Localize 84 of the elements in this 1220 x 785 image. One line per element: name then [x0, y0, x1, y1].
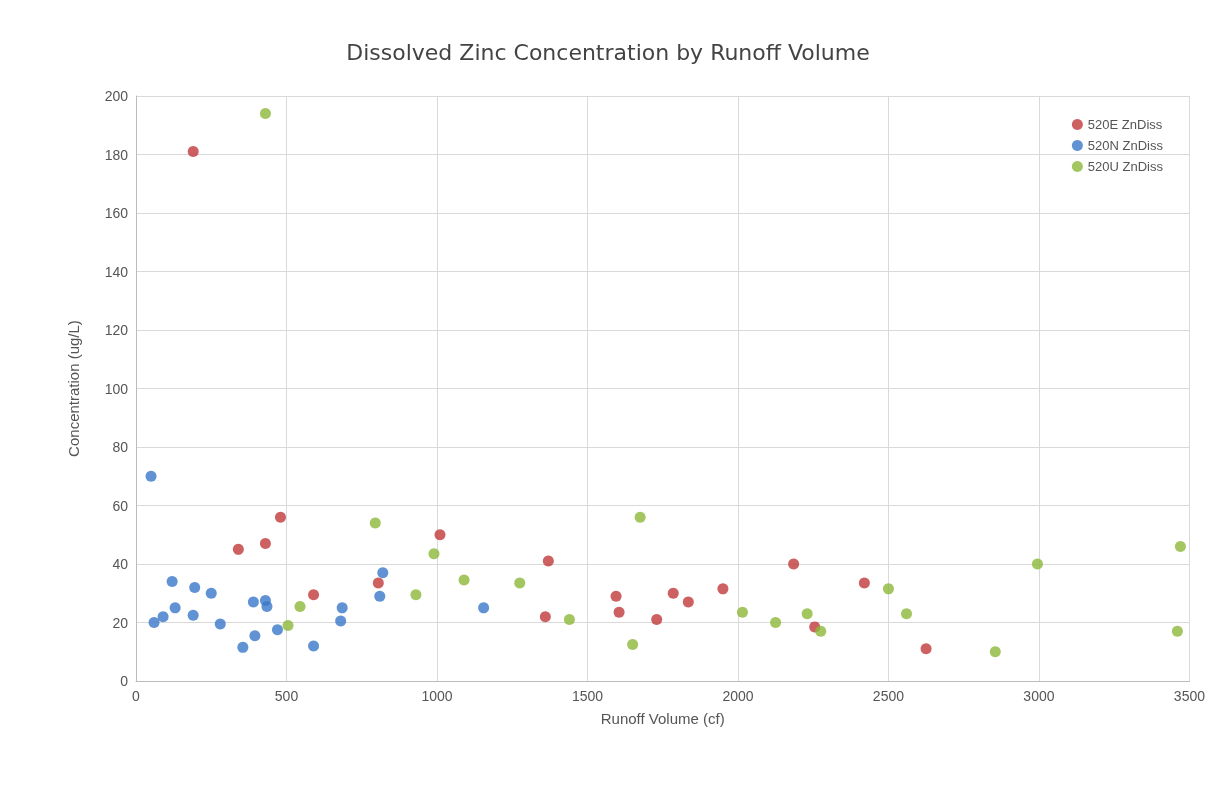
point	[261, 600, 273, 612]
point	[308, 589, 320, 601]
y-axis-title: Concentration (ug/L)	[65, 320, 82, 457]
point	[1031, 558, 1043, 570]
point	[1171, 625, 1183, 637]
point	[271, 624, 283, 636]
point	[247, 596, 259, 608]
point	[514, 577, 526, 589]
point	[410, 589, 422, 601]
point	[294, 600, 306, 612]
y-tick-label: 0	[120, 673, 129, 689]
point	[634, 511, 646, 523]
point	[372, 577, 384, 589]
chart-title: Dissolved Zinc Concentration by Runoff Volume	[346, 39, 870, 65]
x-tick-label: 500	[274, 688, 299, 704]
point	[145, 470, 157, 482]
point	[434, 529, 446, 541]
point	[232, 543, 244, 555]
y-tick-label: 140	[104, 263, 129, 280]
legend-label: 520U ZnDiss	[1087, 159, 1164, 174]
point	[627, 638, 639, 650]
x-tick-label: 3000	[1023, 688, 1055, 704]
point	[148, 617, 160, 628]
point	[651, 614, 663, 626]
point	[882, 583, 894, 595]
point	[308, 640, 320, 652]
point	[788, 558, 800, 570]
point	[858, 577, 870, 589]
x-axis-title: Runoff Volume (cf)	[600, 710, 725, 727]
point	[166, 576, 178, 588]
point	[458, 574, 470, 586]
point	[157, 611, 169, 623]
point	[478, 602, 490, 614]
legend-label: 520N ZnDiss	[1087, 138, 1164, 153]
point	[282, 619, 294, 631]
legend-label: 520E ZnDiss	[1087, 117, 1163, 132]
x-tick-label: 2000	[722, 688, 754, 704]
x-tick-label: 1500	[571, 688, 604, 704]
y-tick-label: 180	[104, 146, 129, 163]
point	[920, 643, 932, 655]
point	[736, 606, 748, 618]
y-tick-label: 100	[104, 380, 129, 397]
point	[189, 581, 201, 593]
x-tick-label: 3500	[1173, 688, 1206, 704]
y-tick-label: 20	[112, 614, 129, 631]
point	[259, 108, 271, 120]
point	[667, 587, 679, 599]
point	[770, 617, 782, 628]
y-tick-label: 120	[104, 322, 129, 338]
point	[369, 517, 381, 529]
x-tick-label: 1000	[421, 688, 453, 704]
y-tick-label: 80	[112, 439, 129, 455]
point	[989, 646, 1001, 658]
y-tick-label: 40	[112, 556, 129, 572]
point	[563, 614, 575, 626]
point	[717, 583, 729, 595]
point	[237, 641, 249, 653]
point	[187, 609, 199, 621]
point	[336, 602, 348, 614]
point	[249, 630, 261, 642]
point	[205, 587, 217, 599]
point	[169, 602, 181, 614]
point	[374, 590, 386, 602]
y-tick-label: 60	[112, 497, 129, 514]
point	[274, 511, 286, 523]
point	[259, 538, 271, 550]
point	[335, 615, 347, 627]
point	[1174, 540, 1186, 552]
point	[542, 555, 554, 567]
point	[682, 596, 694, 608]
y-tick-label: 160	[104, 205, 129, 221]
point	[187, 146, 199, 158]
point	[428, 548, 440, 560]
point	[214, 618, 226, 630]
point	[801, 608, 813, 620]
point	[377, 567, 389, 579]
x-tick-label: 2500	[872, 688, 905, 704]
point	[815, 625, 827, 637]
point	[613, 606, 625, 618]
point	[901, 608, 913, 620]
point	[610, 590, 622, 602]
x-tick-label: 0	[132, 688, 141, 704]
y-tick-label: 200	[104, 88, 129, 104]
point	[539, 611, 551, 623]
